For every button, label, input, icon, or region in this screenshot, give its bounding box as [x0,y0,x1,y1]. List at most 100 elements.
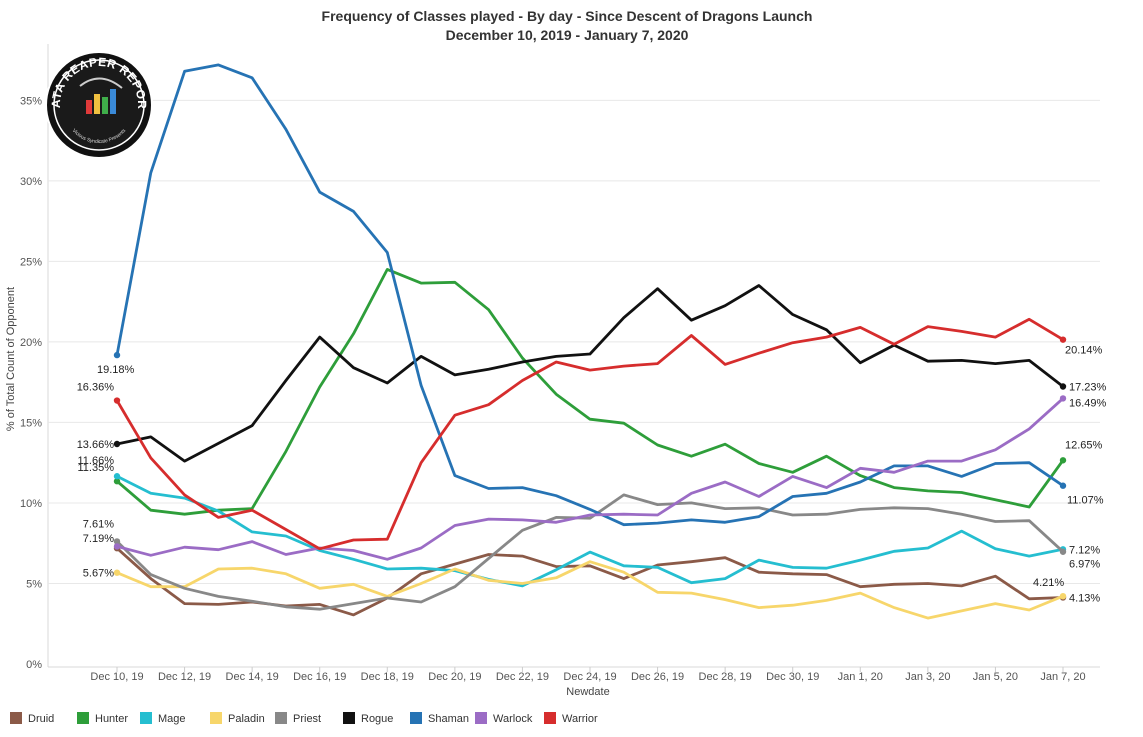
x-tick-label: Jan 1, 20 [838,671,883,683]
legend-label: Rogue [361,713,393,725]
y-tick-label: 15% [20,417,42,429]
end-label-warlock: 16.49% [1069,397,1107,409]
gridlines [47,44,1100,668]
legend-swatch [343,712,355,724]
y-tick-label: 5% [26,578,42,590]
start-label-hunter: 11.35% [78,462,115,474]
legend-item-priest: Priest [275,712,321,725]
series-start-point-warrior [113,397,121,404]
legend-swatch [10,712,22,724]
end-label-mage: 7.12% [1069,544,1100,556]
legend-label: Warrior [562,713,598,725]
end-label-shaman: 11.07% [1067,495,1104,507]
legend-label: Hunter [95,713,128,725]
legend-item-warrior: Warrior [544,712,598,725]
legend-item-mage: Mage [140,712,186,725]
legend-item-warlock: Warlock [475,712,533,725]
legend-swatch [544,712,556,724]
end-label-rogue: 17.23% [1069,382,1107,394]
x-tick-label: Dec 20, 19 [428,671,481,683]
y-tick-label: 30% [20,176,42,188]
start-label-paladin: 5.67% [83,568,114,580]
series-start-point-priest [113,538,121,545]
x-tick-label: Dec 30, 19 [766,671,819,683]
series-start-point-hunter [113,478,121,485]
x-tick-label: Dec 14, 19 [226,671,279,683]
legend: Druid Hunter Mage Paladin Priest Rogue Shaman W… [10,712,598,725]
series-line-paladin [116,560,1064,620]
start-label-warrior: 16.36% [77,382,115,394]
series-start-point-shaman [113,351,121,359]
x-tick-label: Dec 12, 19 [158,671,211,683]
series-end-point-hunter [1059,457,1067,464]
series-end-point-warrior [1059,336,1067,343]
series-end-point-rogue [1059,383,1067,390]
y-axis-label: % of Total Count of Opponent [5,287,17,431]
chart-subtitle: December 10, 2019 - January 7, 2020 [446,27,689,43]
x-tick-label: Dec 26, 19 [631,671,684,683]
data-labels: 7.19% 4.13% 11.35% 12.65% 11.66% 7.12% 5.67% 4.… [77,345,1107,605]
legend-label: Warlock [493,713,533,725]
legend-item-shaman: Shaman [410,712,469,725]
series-line-rogue [116,284,1064,463]
data-reaper-logo: DATA REAPER REPORT Vicious Syndicate Pre… [0,0,153,159]
end-label-druid: 4.13% [1069,592,1100,604]
start-label-mage: 11.66% [78,455,115,467]
series-line-mage [116,474,1064,588]
legend-item-rogue: Rogue [343,712,393,725]
y-tick-label: 20% [20,337,42,349]
x-axis-label: Newdate [566,686,609,698]
x-tick-label: Jan 5, 20 [973,671,1018,683]
series-start-point-paladin [113,569,121,576]
legend-item-hunter: Hunter [77,712,128,725]
legend-item-druid: Druid [10,712,54,725]
series-start-point-rogue [113,440,121,448]
x-tick-label: Dec 24, 19 [563,671,616,683]
x-tick-label: Dec 16, 19 [293,671,346,683]
series-line-warrior [115,317,1064,551]
y-tick-label: 25% [20,256,42,268]
legend-swatch [210,712,222,724]
legend-label: Mage [158,713,186,725]
y-axis-ticks: 0% 5% 10% 15% 20% 25% 30% 35% [20,95,42,671]
x-tick-label: Jan 7, 20 [1040,671,1085,683]
x-tick-label: Dec 10, 19 [90,671,143,683]
end-label-hunter: 12.65% [1065,439,1103,451]
legend-swatch [410,712,422,724]
series-end-point-priest [1059,548,1067,555]
series-line-shaman [115,63,1064,527]
x-tick-label: Jan 3, 20 [905,671,950,683]
y-tick-label: 0% [26,659,42,671]
legend-label: Paladin [228,713,265,725]
legend-swatch [275,712,287,724]
series-start-point-mage [113,473,121,480]
start-label-rogue: 13.66% [77,439,115,451]
chart-title: Frequency of Classes played - By day - S… [322,8,813,24]
series-end-point-shaman [1059,482,1067,489]
series-line-hunter [116,268,1065,516]
legend-label: Druid [28,713,54,725]
legend-swatch [475,712,487,724]
legend-swatch [77,712,89,724]
end-label-warrior: 20.14% [1065,345,1103,357]
series-line-druid [116,547,1064,617]
end-label-priest: 6.97% [1069,559,1100,571]
start-label-priest: 7.61% [83,518,114,530]
x-tick-label: Dec 18, 19 [361,671,414,683]
legend-label: Shaman [428,713,469,725]
series-lines [113,63,1067,620]
series-end-point-paladin [1059,592,1067,600]
series-line-warlock [116,397,1064,561]
legend-item-paladin: Paladin [210,712,265,725]
series-line-priest [116,493,1064,611]
x-tick-label: Dec 22, 19 [496,671,549,683]
series-start-point-warlock [113,543,121,550]
legend-swatch [140,712,152,724]
y-tick-label: 35% [20,95,42,107]
end-label-paladin: 4.21% [1033,577,1064,589]
series-end-point-warlock [1059,395,1067,402]
x-tick-label: Dec 28, 19 [699,671,752,683]
legend-label: Priest [293,713,321,725]
start-label-druid: 7.19% [83,533,114,545]
